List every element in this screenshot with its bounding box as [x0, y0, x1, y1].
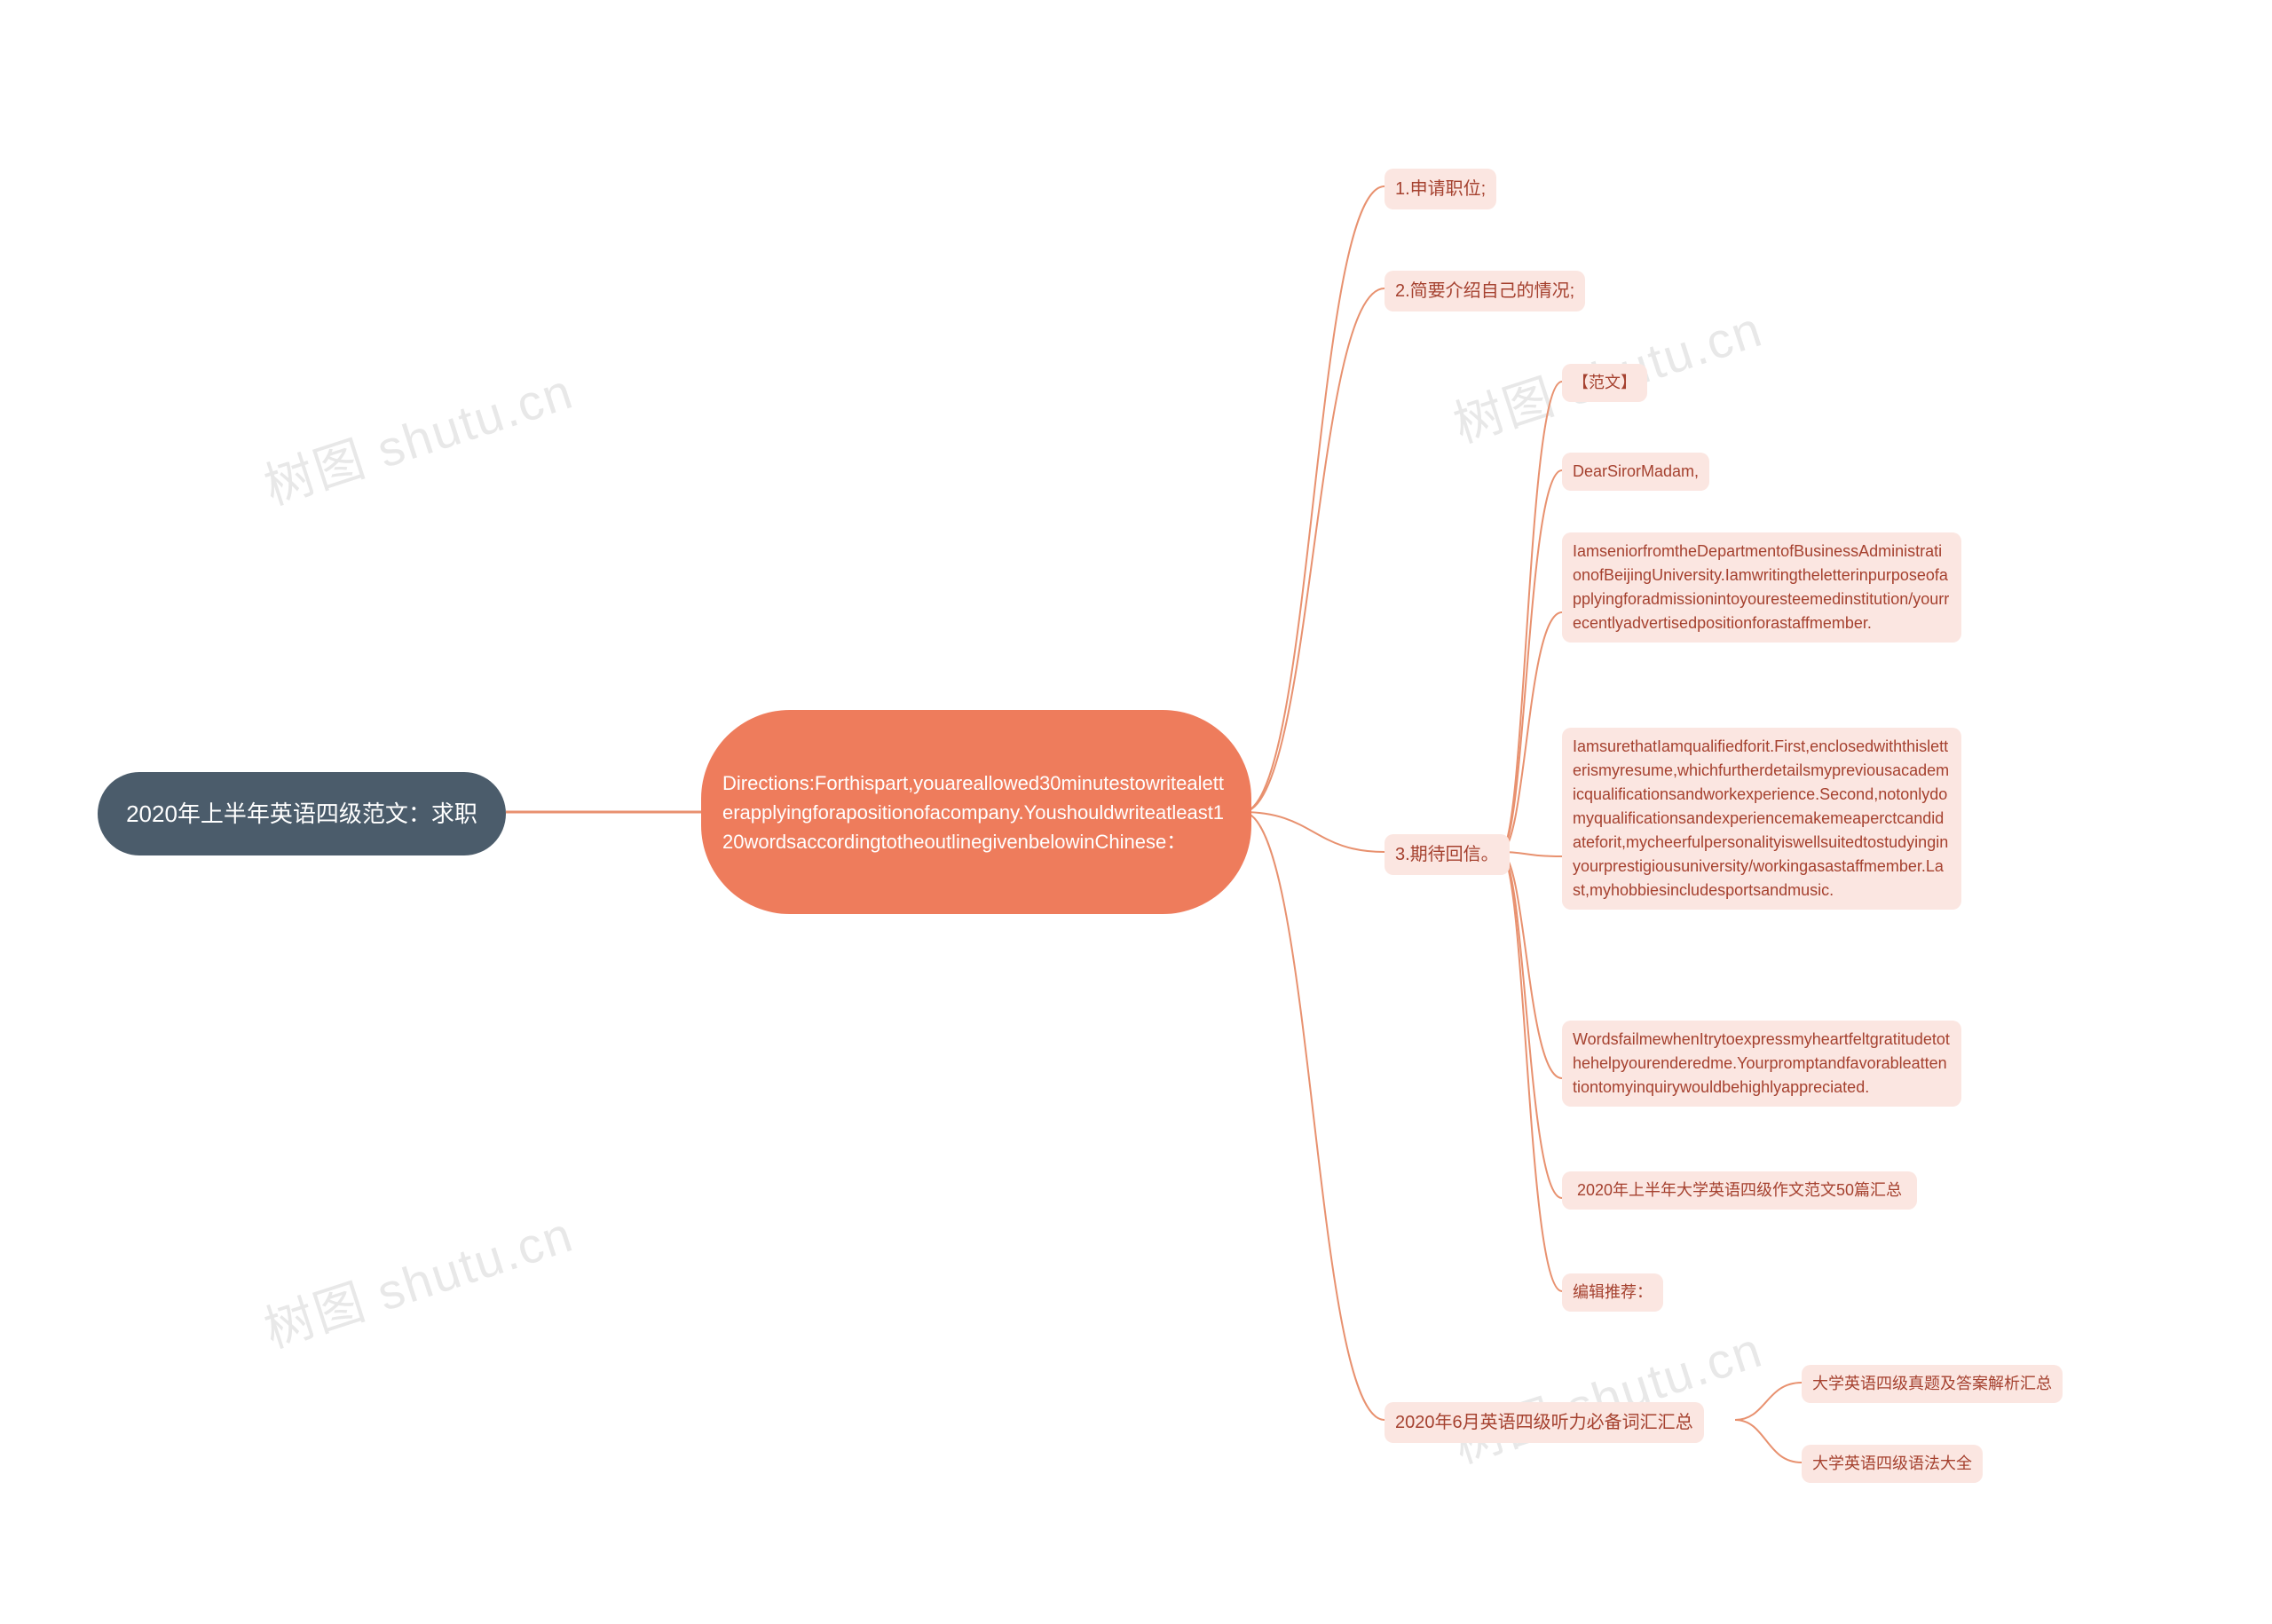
node-label: IamseniorfromtheDepartmentofBusinessAdmi… — [1573, 540, 1951, 635]
node-expect-reply[interactable]: 3.期待回信。 — [1384, 834, 1510, 875]
directions-node[interactable]: Directions:Forthispart,youareallowed30mi… — [701, 710, 1251, 914]
node-editor-rec[interactable]: 编辑推荐： — [1562, 1273, 1663, 1312]
node-sample-essay[interactable]: 【范文】 — [1562, 364, 1647, 402]
node-label: 2020年6月英语四级听力必备词汇汇总 — [1395, 1409, 1693, 1436]
node-label: 【范文】 — [1573, 371, 1637, 395]
node-label: 大学英语四级真题及答案解析汇总 — [1812, 1372, 2052, 1396]
mindmap-canvas: 树图 shutu.cn 树图 shutu.cn 树图 shutu.cn 树图 s… — [0, 0, 2272, 1624]
watermark: 树图 shutu.cn — [254, 351, 581, 519]
node-label: 2.简要介绍自己的情况; — [1395, 278, 1574, 304]
node-paragraph-1[interactable]: IamseniorfromtheDepartmentofBusinessAdmi… — [1562, 532, 1961, 643]
node-label: 编辑推荐： — [1573, 1281, 1653, 1305]
node-self-intro[interactable]: 2.简要介绍自己的情况; — [1384, 271, 1585, 311]
node-label: 大学英语四级语法大全 — [1812, 1452, 1972, 1476]
node-label: WordsfailmewhenItrytoexpressmyheartfeltg… — [1573, 1028, 1951, 1100]
node-label: IamsurethatIamqualifiedforit.First,enclo… — [1573, 735, 1951, 903]
node-2020-june[interactable]: 2020年6月英语四级听力必备词汇汇总 — [1384, 1402, 1704, 1443]
node-dear-sir-madam[interactable]: DearSirorMadam, — [1562, 453, 1709, 491]
node-50-essays[interactable]: 2020年上半年大学英语四级作文范文50篇汇总 — [1562, 1171, 1917, 1210]
directions-label: Directions:Forthispart,youareallowed30mi… — [722, 769, 1230, 856]
watermark: 树图 shutu.cn — [1443, 1310, 1771, 1478]
node-label: DearSirorMadam, — [1573, 460, 1699, 484]
node-paragraph-2[interactable]: IamsurethatIamqualifiedforit.First,enclo… — [1562, 728, 1961, 910]
node-grammar[interactable]: 大学英语四级语法大全 — [1802, 1445, 1983, 1483]
node-label: 3.期待回信。 — [1395, 841, 1499, 868]
watermark: 树图 shutu.cn — [254, 1194, 581, 1362]
root-node[interactable]: 2020年上半年英语四级范文：求职 — [98, 772, 506, 855]
node-label: 1.申请职位; — [1395, 176, 1486, 202]
node-apply-position[interactable]: 1.申请职位; — [1384, 169, 1496, 209]
node-label: 2020年上半年大学英语四级作文范文50篇汇总 — [1577, 1179, 1902, 1202]
node-exam-answers[interactable]: 大学英语四级真题及答案解析汇总 — [1802, 1365, 2063, 1403]
root-label: 2020年上半年英语四级范文：求职 — [126, 797, 477, 832]
node-paragraph-3[interactable]: WordsfailmewhenItrytoexpressmyheartfeltg… — [1562, 1021, 1961, 1107]
